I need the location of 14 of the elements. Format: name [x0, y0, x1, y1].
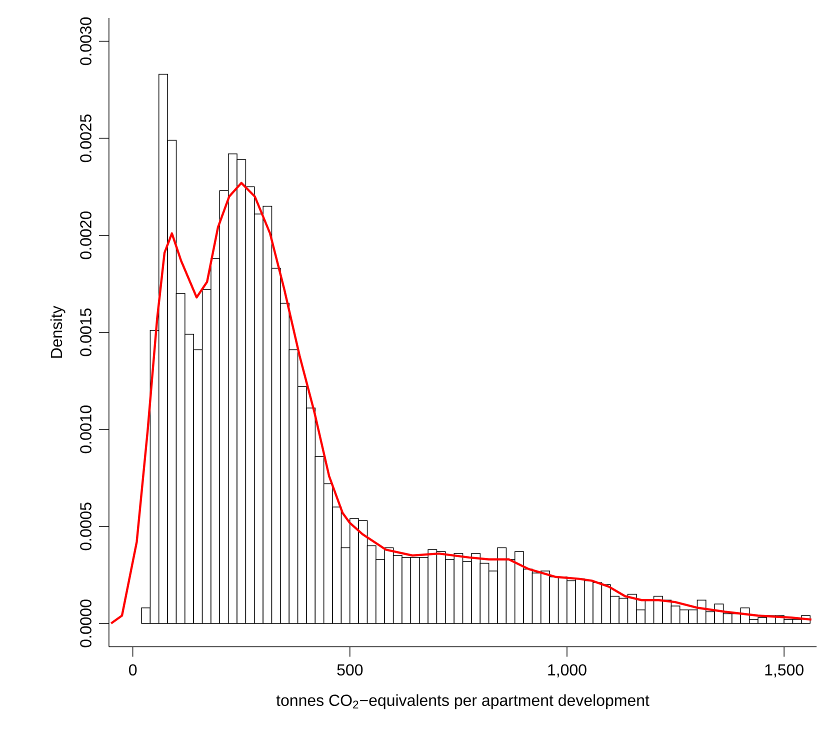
x-tick-label: 500: [337, 664, 363, 676]
y-tick-label: 0.0005: [80, 502, 92, 550]
x-tick-label: 1,000: [548, 664, 586, 678]
y-axis-title: Density: [50, 306, 66, 358]
x-tick-label: 1,500: [765, 664, 804, 678]
y-tick-label: 0.0030: [80, 18, 92, 66]
x-tick-label: 0: [129, 664, 137, 676]
x-axis-title: tonnes CO$_{2}$−equivalents per apartment development: [276, 694, 650, 710]
y-tick-label: 0.0000: [80, 600, 92, 648]
y-tick-label: 0.0020: [80, 212, 92, 260]
y-tick-label: 0.0010: [80, 406, 92, 454]
line-series: [110, 182, 813, 625]
y-tick-label: 0.0015: [80, 308, 92, 356]
y-tick-label: 0.0025: [80, 114, 92, 162]
